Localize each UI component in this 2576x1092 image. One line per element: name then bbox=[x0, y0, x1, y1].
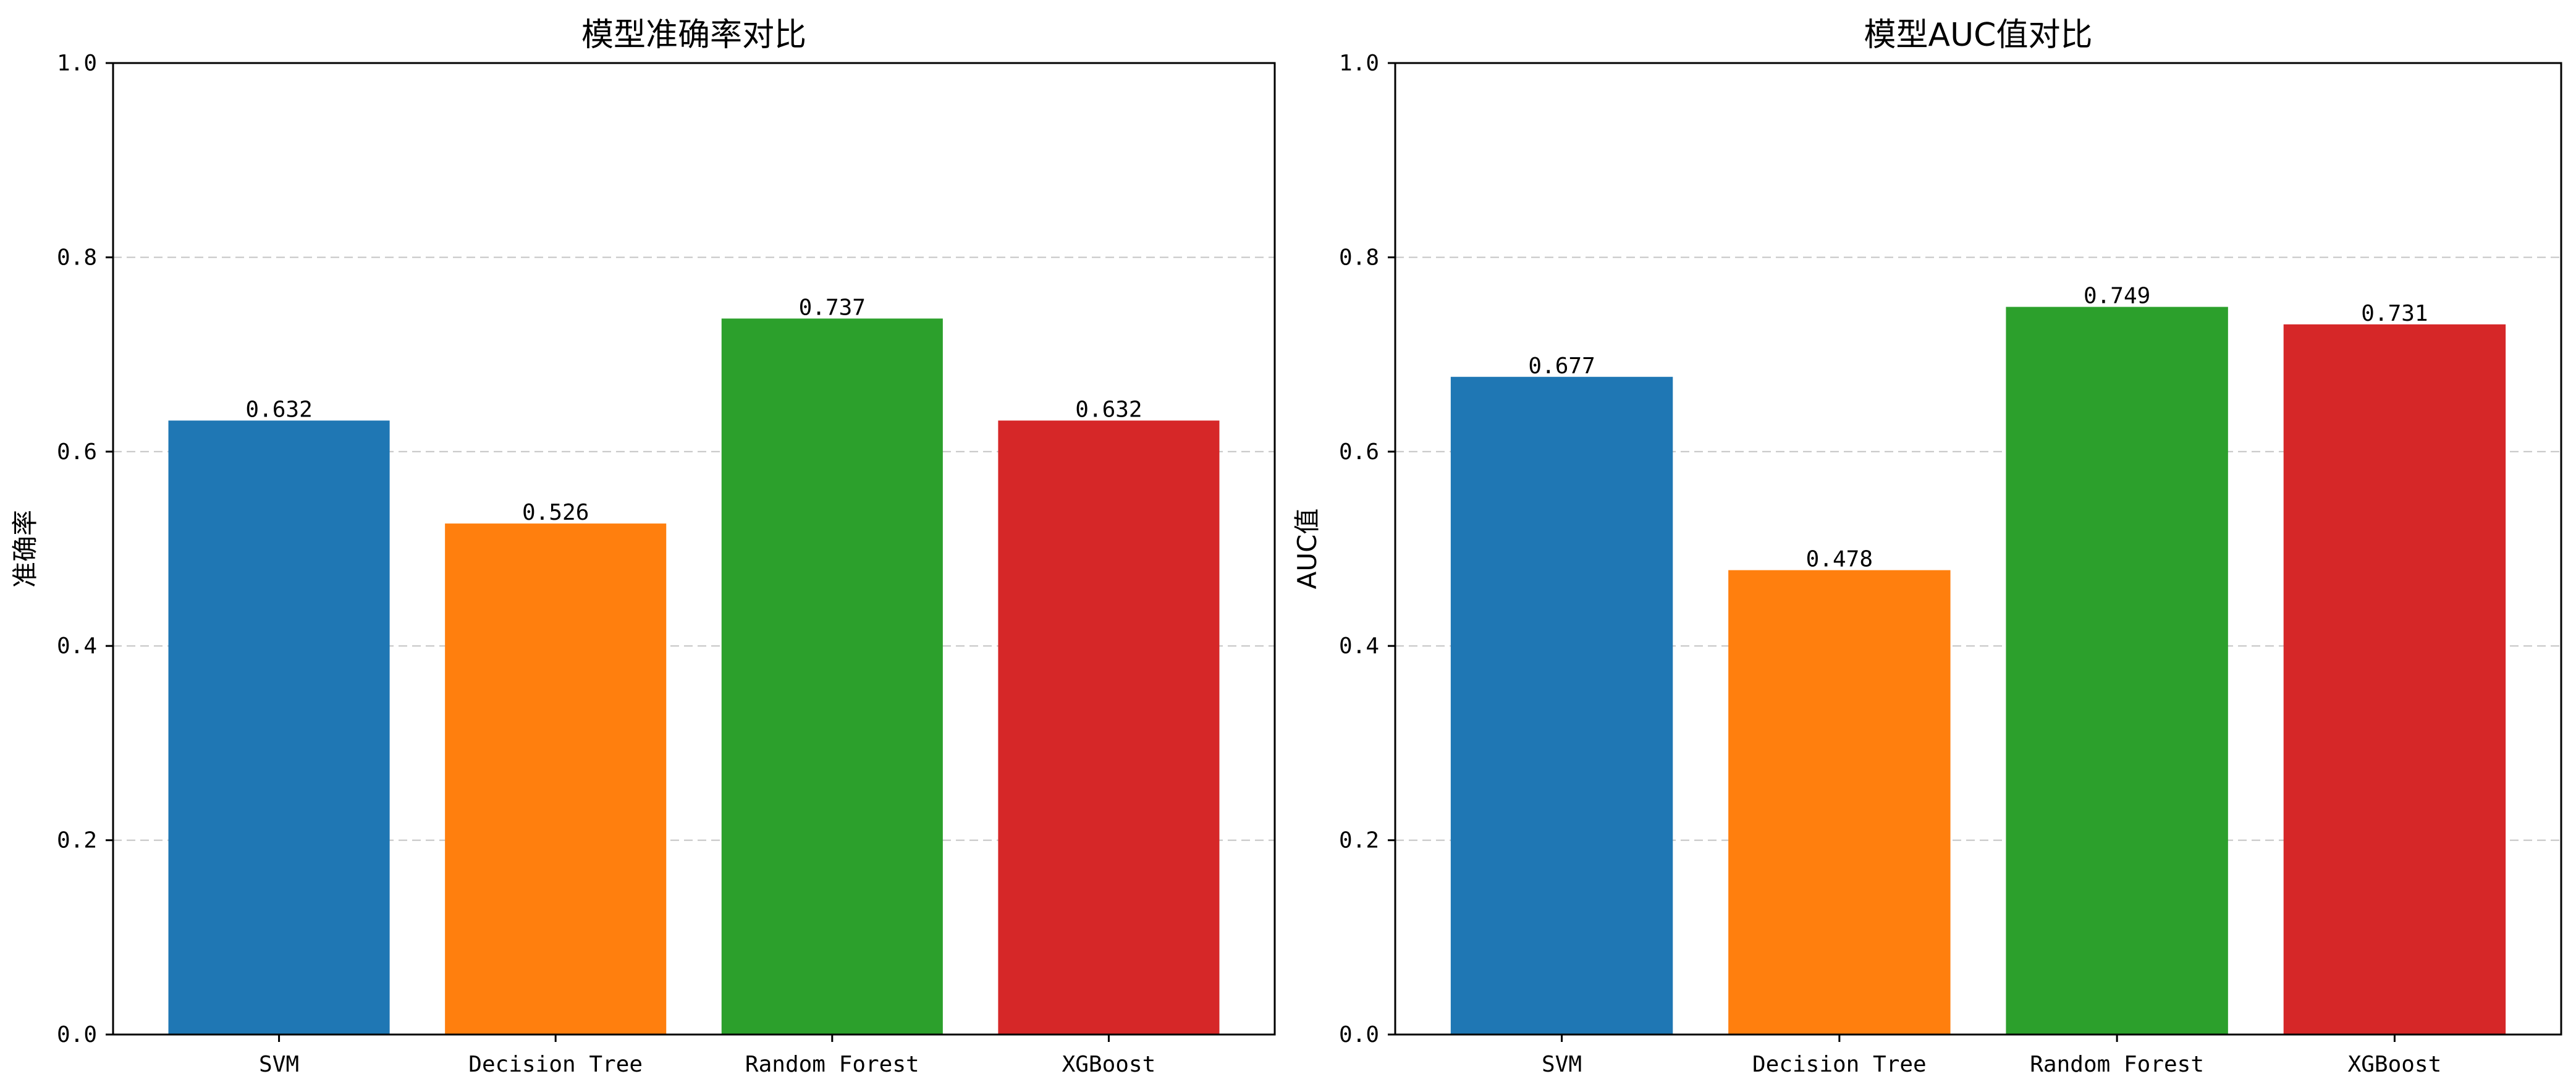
auc-y-axis-label: AUC值 bbox=[1292, 509, 1322, 590]
auc-bar-value-label-1: 0.677 bbox=[1528, 353, 1595, 379]
accuracy-y-tick-label: 0.6 bbox=[57, 439, 97, 465]
accuracy-plot-frame bbox=[112, 62, 1276, 1036]
auc-y-tick-label: 0.8 bbox=[1339, 245, 1379, 270]
auc-bar-value-label-2: 0.478 bbox=[1806, 547, 1873, 572]
accuracy-y-tick-label: 1.0 bbox=[57, 51, 97, 76]
accuracy-bar-3 bbox=[721, 318, 943, 1035]
accuracy-x-tick-label: SVM bbox=[259, 1052, 299, 1077]
accuracy-bar-4 bbox=[998, 420, 1220, 1035]
accuracy-chart-title: 模型准确率对比 bbox=[581, 17, 806, 54]
accuracy-bar-2 bbox=[445, 523, 667, 1035]
auc-bar-value-label-3: 0.749 bbox=[2084, 284, 2150, 309]
auc-bar-value-label-4: 0.731 bbox=[2361, 301, 2428, 326]
accuracy-y-tick-label: 0.0 bbox=[57, 1022, 97, 1048]
auc-bar-3 bbox=[2006, 307, 2228, 1035]
accuracy-bar-value-label-1: 0.632 bbox=[245, 397, 312, 422]
auc-plot-frame bbox=[1394, 62, 2562, 1036]
auc-x-tick-label: SVM bbox=[1542, 1052, 1582, 1077]
accuracy-y-tick-label: 0.2 bbox=[57, 828, 97, 853]
auc-x-tick-label: Random Forest bbox=[2030, 1052, 2204, 1077]
auc-y-tick-label: 0.2 bbox=[1339, 828, 1379, 853]
auc-y-tick-label: 0.4 bbox=[1339, 633, 1379, 659]
auc-y-tick-label: 1.0 bbox=[1339, 51, 1379, 76]
auc-chart: 0.677 0.478 0.749 0.731 0.0 0.2 0.4 0.6 0.8 1.0 SV… bbox=[1292, 17, 2562, 1077]
accuracy-chart: 0.632 0.526 0.737 0.632 0.0 0.2 0.4 0.6 0.8 1.0 SV… bbox=[10, 17, 1276, 1077]
accuracy-y-tick-label: 0.8 bbox=[57, 245, 97, 270]
auc-y-tick-label: 0.6 bbox=[1339, 439, 1379, 465]
accuracy-y-axis-label: 准确率 bbox=[10, 510, 40, 588]
auc-chart-title: 模型AUC值对比 bbox=[1864, 17, 2093, 54]
auc-y-tick-label: 0.0 bbox=[1339, 1022, 1379, 1048]
accuracy-bar-value-label-3: 0.737 bbox=[799, 295, 866, 320]
auc-bar-4 bbox=[2283, 324, 2506, 1035]
auc-bar-1 bbox=[1450, 376, 1673, 1035]
auc-bar-2 bbox=[1728, 570, 1951, 1035]
accuracy-x-tick-label: XGBoost bbox=[1062, 1052, 1156, 1077]
accuracy-x-tick-label: Random Forest bbox=[745, 1052, 919, 1077]
accuracy-y-tick-label: 0.4 bbox=[57, 633, 97, 659]
auc-x-tick-label: Decision Tree bbox=[1752, 1052, 1927, 1077]
accuracy-bar-value-label-2: 0.526 bbox=[522, 500, 589, 525]
accuracy-x-tick-label: Decision Tree bbox=[468, 1052, 643, 1077]
auc-x-tick-label: XGBoost bbox=[2348, 1052, 2442, 1077]
accuracy-bar-1 bbox=[168, 420, 390, 1035]
accuracy-bar-value-label-4: 0.632 bbox=[1075, 397, 1142, 422]
